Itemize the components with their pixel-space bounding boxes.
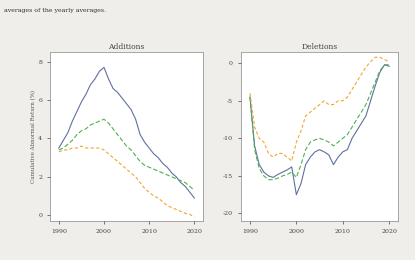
Title: Additions: Additions bbox=[108, 43, 145, 51]
Title: Deletions: Deletions bbox=[301, 43, 338, 51]
Y-axis label: Cumulative Abnormal Return (%): Cumulative Abnormal Return (%) bbox=[31, 90, 36, 183]
Text: averages of the yearly averages.: averages of the yearly averages. bbox=[4, 8, 106, 13]
